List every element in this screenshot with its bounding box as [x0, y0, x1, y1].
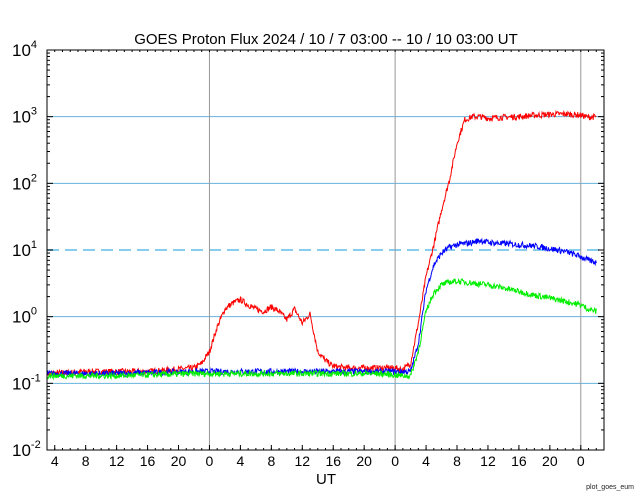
series-line-0	[46, 109, 597, 377]
y-tick-base-0: 10	[12, 441, 31, 460]
x-tick-label-12: 4	[422, 453, 430, 469]
y-tick-base-2: 10	[12, 308, 31, 327]
y-tick-label-5: 103	[12, 106, 37, 127]
x-tick-label-4: 20	[171, 453, 187, 469]
x-tick-label-16: 20	[542, 453, 558, 469]
x-tick-label-6: 4	[237, 453, 245, 469]
y-tick-base-3: 10	[12, 241, 31, 260]
series-group	[46, 109, 597, 381]
x-tick-label-5: 0	[206, 453, 214, 469]
y-tick-label-3: 101	[12, 239, 37, 260]
chart-title: GOES Proton Flux 2024 / 10 / 7 03:00 -- …	[134, 31, 518, 48]
x-tick-label-13: 8	[453, 453, 461, 469]
x-tick-label-9: 16	[325, 453, 341, 469]
y-tick-exponent-3: 1	[31, 239, 37, 251]
y-tick-label-4: 102	[12, 172, 37, 193]
x-tick-label-8: 12	[295, 453, 311, 469]
y-tick-label-6: 104	[12, 39, 37, 60]
x-tick-label-11: 0	[391, 453, 399, 469]
y-tick-exponent-2: 0	[31, 306, 37, 318]
grid-lines	[47, 50, 604, 450]
y-tick-base-6: 10	[12, 41, 31, 60]
y-tick-exponent-5: 3	[31, 106, 37, 118]
y-tick-label-2: 100	[12, 306, 37, 327]
y-tick-base-4: 10	[12, 174, 31, 193]
x-tick-label-2: 12	[109, 453, 125, 469]
x-tick-label-14: 12	[480, 453, 496, 469]
x-tick-label-7: 8	[267, 453, 275, 469]
y-tick-exponent-4: 2	[31, 172, 37, 184]
x-tick-label-1: 8	[82, 453, 90, 469]
x-tick-label-0: 4	[51, 453, 59, 469]
series-line-2	[46, 278, 597, 381]
x-tick-label-10: 20	[356, 453, 372, 469]
y-tick-exponent-0: -2	[31, 439, 41, 451]
y-tick-exponent-6: 4	[31, 39, 37, 51]
credit-label: plot_goes_eum	[586, 484, 634, 491]
x-tick-label-3: 16	[140, 453, 156, 469]
y-tick-base-1: 10	[12, 374, 31, 393]
axis-ticks: 4 8 12 16 20 0 4 8 12 16 20 0 4 8 12 16 20 010-210-110010…	[12, 39, 605, 469]
x-axis-label: UT	[316, 471, 336, 488]
y-tick-label-1: 10-1	[12, 372, 41, 393]
x-tick-label-17: 0	[577, 453, 585, 469]
x-tick-label-15: 16	[511, 453, 527, 469]
y-tick-label-0: 10-2	[12, 439, 41, 460]
y-tick-exponent-1: -1	[31, 372, 41, 384]
y-tick-base-5: 10	[12, 108, 31, 127]
